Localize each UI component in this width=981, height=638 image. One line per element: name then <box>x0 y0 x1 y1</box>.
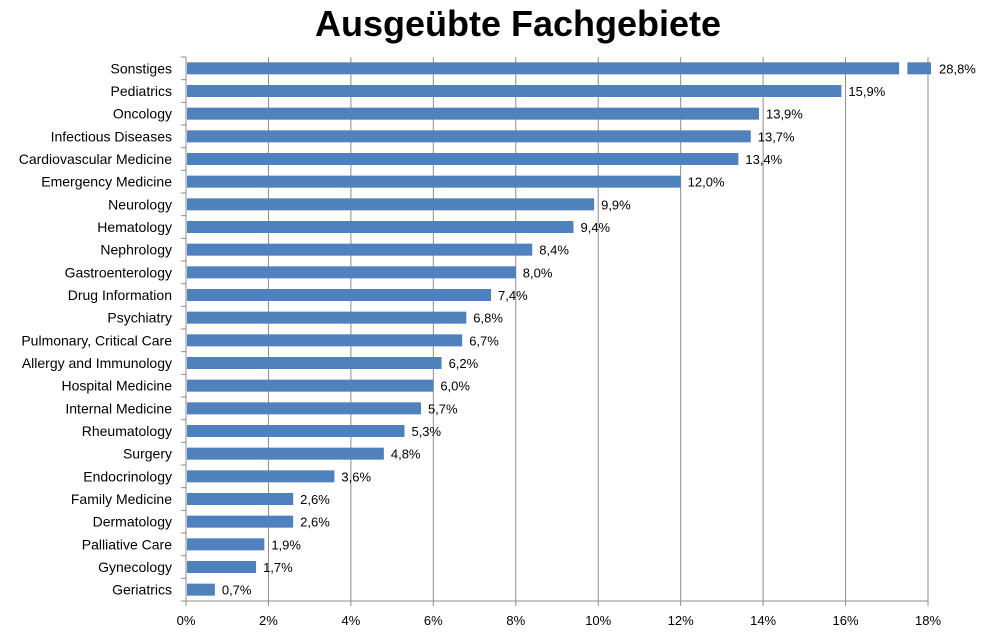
x-tick-label: 10% <box>585 613 611 628</box>
x-tick-label: 12% <box>668 613 694 628</box>
category-label: Infectious Diseases <box>51 128 172 144</box>
data-label: 3,6% <box>341 469 371 484</box>
chart-title: Ausgeübte Fachgebiete <box>315 3 721 44</box>
bar <box>187 561 257 573</box>
x-tick-label: 18% <box>915 613 941 628</box>
x-tick-label: 2% <box>259 613 278 628</box>
data-label: 6,0% <box>440 379 470 394</box>
category-label: Neurology <box>108 196 172 212</box>
category-label: Palliative Care <box>82 536 172 552</box>
bar <box>187 402 421 415</box>
bar <box>187 357 442 369</box>
data-label: 6,2% <box>449 356 479 371</box>
bar <box>187 379 434 392</box>
category-label: Family Medicine <box>71 491 172 507</box>
x-tick-label: 0% <box>177 613 196 628</box>
bar <box>187 493 294 505</box>
data-label: 2,6% <box>300 515 330 530</box>
category-label: Gynecology <box>98 559 172 575</box>
data-label: 12,0% <box>688 175 725 190</box>
category-label: Drug Information <box>68 287 172 303</box>
category-label: Hospital Medicine <box>62 378 173 394</box>
category-label: Cardiovascular Medicine <box>19 151 173 167</box>
category-label: Oncology <box>113 106 172 122</box>
bar <box>187 425 405 437</box>
category-label: Dermatology <box>93 514 172 530</box>
category-label: Rheumatology <box>82 423 172 439</box>
bar <box>187 334 463 347</box>
bar <box>187 85 842 97</box>
data-label: 5,7% <box>428 401 458 416</box>
category-label: Nephrology <box>100 242 172 258</box>
labels: 0% 2% 4% 6% 8% 10% 12% 14% 16% 18% Sonstiges 28,8% P… <box>19 60 977 628</box>
category-label: Sonstiges <box>111 60 172 76</box>
bar <box>187 221 574 233</box>
data-label: 5,3% <box>411 424 441 439</box>
category-label: Gastroenterology <box>65 264 172 280</box>
data-label: 9,4% <box>580 220 610 235</box>
data-label: 9,9% <box>601 197 631 212</box>
category-label: Endocrinology <box>83 468 172 484</box>
category-label: Internal Medicine <box>65 400 172 416</box>
x-tick-label: 6% <box>424 613 443 628</box>
bar <box>187 175 681 188</box>
data-label: 6,7% <box>469 333 499 348</box>
bar <box>187 266 516 279</box>
data-label: 0,7% <box>222 583 252 598</box>
data-label: 15,9% <box>848 84 885 99</box>
data-label: 1,9% <box>271 537 301 552</box>
category-label: Emergency Medicine <box>41 174 172 190</box>
bar <box>187 289 492 301</box>
category-label: Surgery <box>123 446 172 462</box>
bars <box>187 62 931 596</box>
data-label: 6,8% <box>473 311 503 326</box>
x-tick-label: 4% <box>341 613 360 628</box>
data-label: 1,7% <box>263 560 293 575</box>
category-label: Allergy and Immunology <box>22 355 172 371</box>
category-label: Geriatrics <box>112 582 172 598</box>
bar <box>187 447 384 460</box>
bar <box>187 311 467 324</box>
category-label: Psychiatry <box>107 310 172 326</box>
category-label: Pulmonary, Critical Care <box>21 332 172 348</box>
data-label: 13,7% <box>758 129 795 144</box>
bar <box>187 130 751 143</box>
data-label: 8,0% <box>523 265 553 280</box>
data-label: 2,6% <box>300 492 330 507</box>
x-tick-label: 16% <box>833 613 859 628</box>
bar <box>187 107 759 120</box>
bar <box>187 470 335 483</box>
bar <box>187 583 215 596</box>
bar <box>187 62 900 75</box>
x-tick-label: 14% <box>750 613 776 628</box>
bar <box>187 153 739 165</box>
data-label: 4,8% <box>391 447 421 462</box>
x-tick-label: 8% <box>506 613 525 628</box>
bar <box>187 515 294 528</box>
bar <box>187 538 265 551</box>
data-label: 28,8% <box>939 61 976 76</box>
data-label: 8,4% <box>539 243 569 258</box>
category-label: Pediatrics <box>111 83 172 99</box>
category-label: Hematology <box>97 219 172 235</box>
axes <box>181 56 929 606</box>
data-label: 13,9% <box>766 107 803 122</box>
gridlines <box>267 57 929 601</box>
data-label: 13,4% <box>745 152 782 167</box>
bar <box>187 198 595 211</box>
data-label: 7,4% <box>498 288 528 303</box>
bar-continuation <box>907 62 931 75</box>
bar <box>187 243 533 256</box>
